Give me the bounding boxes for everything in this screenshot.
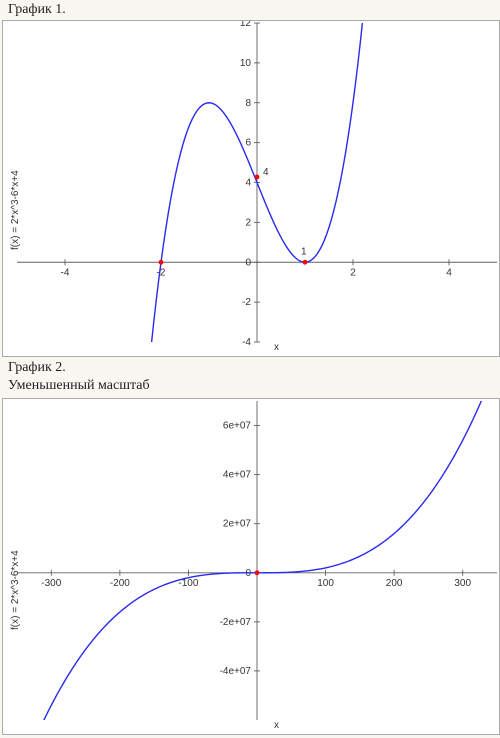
svg-text:-300: -300 xyxy=(41,578,61,589)
chart1-title: График 1. xyxy=(8,2,66,18)
svg-text:-4: -4 xyxy=(61,267,70,278)
svg-text:4: 4 xyxy=(263,167,269,178)
svg-text:-200: -200 xyxy=(110,578,130,589)
svg-text:-2: -2 xyxy=(242,297,251,308)
chart2-title: График 2. xyxy=(8,360,66,376)
chart1-ylabel: f(x) = 2*x^3-6*x+4 xyxy=(10,170,21,250)
svg-text:1: 1 xyxy=(301,246,307,257)
svg-text:4e+07: 4e+07 xyxy=(223,470,252,481)
svg-text:4: 4 xyxy=(446,267,452,278)
svg-text:-2: -2 xyxy=(157,267,166,278)
svg-text:-4: -4 xyxy=(242,337,251,348)
svg-text:100: 100 xyxy=(317,578,334,589)
svg-text:-2e+07: -2e+07 xyxy=(220,617,252,628)
chart2-xlabel: x xyxy=(274,720,279,731)
svg-text:200: 200 xyxy=(386,578,403,589)
svg-text:-4e+07: -4e+07 xyxy=(220,666,252,677)
svg-text:2: 2 xyxy=(350,267,356,278)
svg-text:0: 0 xyxy=(245,257,251,268)
svg-text:12: 12 xyxy=(240,21,252,29)
chart1-xlabel: x xyxy=(274,342,279,353)
svg-text:10: 10 xyxy=(240,58,252,69)
chart1-plot: -4 -2 2 4 -4 -2 0 2 4 6 8 10 12 4 1 xyxy=(3,21,499,356)
chart2-plot: -300-200-100100200300-4e+07-2e+0702e+074… xyxy=(3,399,499,734)
chart1-panel: -4 -2 2 4 -4 -2 0 2 4 6 8 10 12 4 1 xyxy=(2,20,500,357)
svg-text:4: 4 xyxy=(245,178,251,189)
chart2-panel: -300-200-100100200300-4e+07-2e+0702e+074… xyxy=(2,398,500,735)
svg-text:8: 8 xyxy=(245,98,251,109)
chart2-ylabel: f(x) = 2*x^3-6*x+4 xyxy=(10,550,21,630)
svg-text:300: 300 xyxy=(454,578,471,589)
svg-text:2e+07: 2e+07 xyxy=(223,519,252,530)
svg-text:6: 6 xyxy=(245,138,251,149)
svg-text:2: 2 xyxy=(245,217,251,228)
chart2-subtitle: Уменьшенный масштаб xyxy=(8,378,150,394)
svg-text:6e+07: 6e+07 xyxy=(223,421,252,432)
